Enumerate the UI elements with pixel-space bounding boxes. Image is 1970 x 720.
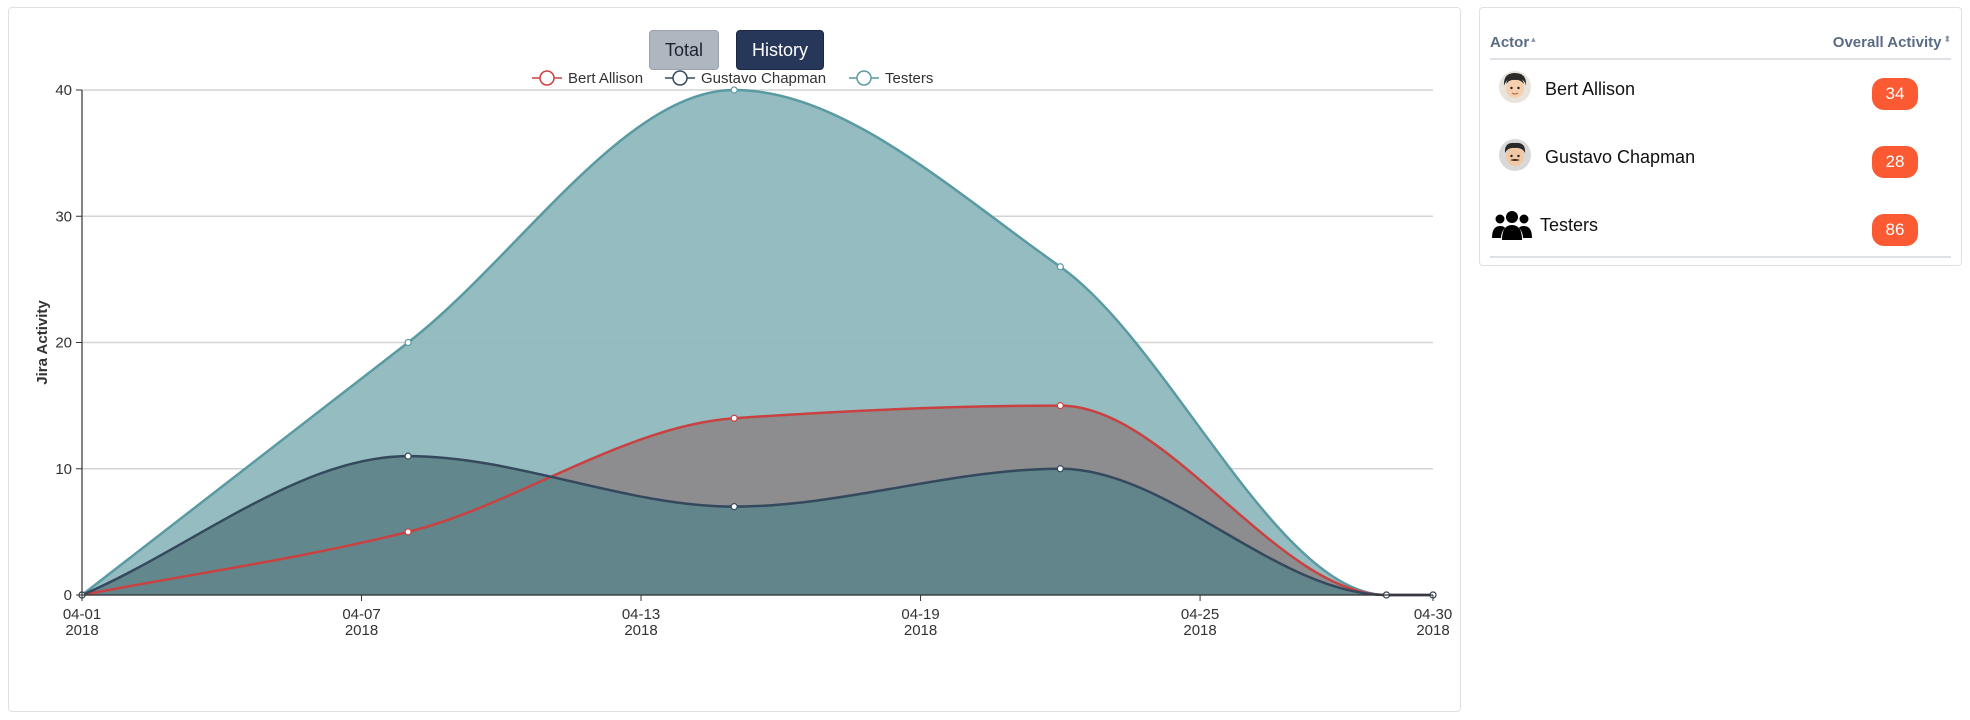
x-tick-label: 04-07 xyxy=(342,606,380,623)
table-header: Actor ▴ Overall Activity ⬍ xyxy=(1490,22,1951,60)
data-point xyxy=(730,503,738,511)
actor-column-header[interactable]: Actor ▴ xyxy=(1490,34,1536,51)
x-tick-label: 04-01 xyxy=(63,606,101,623)
table-footer-divider xyxy=(1490,256,1951,258)
activity-badge: 28 xyxy=(1872,146,1918,178)
x-tick-label: 2018 xyxy=(904,622,937,639)
series-line-bert-allison xyxy=(81,404,1433,597)
legend-item: Bert Allison xyxy=(532,70,643,87)
users-group-icon xyxy=(1492,211,1532,240)
legend-label: Bert Allison xyxy=(568,70,643,87)
actor-name: Testers xyxy=(1540,215,1599,235)
x-tick-label: 04-25 xyxy=(1181,606,1219,623)
series-line-gustavo-chapman xyxy=(81,454,1433,597)
y-tick-label: 10 xyxy=(55,461,72,478)
table-row[interactable]: Testers 86 xyxy=(1490,196,1951,264)
x-tick-label: 04-19 xyxy=(901,606,939,623)
chart-panel: 0 10 20 30 40 04-01 2018 04-07 2018 04-13 2018 04-1… xyxy=(8,7,1461,712)
activity-area-chart: 01020304004-01201804-07201804-13201804-1… xyxy=(34,70,1452,639)
data-point xyxy=(730,414,738,422)
data-point xyxy=(1056,402,1064,410)
sort-icon: ▴ xyxy=(1531,34,1536,44)
data-point xyxy=(730,86,738,94)
actor-name: Gustavo Chapman xyxy=(1545,147,1696,167)
x-tick-label: 04-13 xyxy=(622,606,660,623)
y-tick-label: 40 xyxy=(55,82,72,99)
avatar-icon xyxy=(1499,139,1531,171)
y-tick-label: 20 xyxy=(55,335,72,352)
x-tick-label: 2018 xyxy=(345,622,378,639)
history-button[interactable]: History xyxy=(736,30,824,70)
y-tick-label: 0 xyxy=(64,587,72,604)
legend-item: Gustavo Chapman xyxy=(665,70,826,87)
data-point xyxy=(404,452,412,460)
y-axis-label: Jira Activity xyxy=(34,300,51,385)
x-tick-label: 2018 xyxy=(1416,622,1449,639)
data-point xyxy=(404,528,412,536)
x-tick-label: 2018 xyxy=(624,622,657,639)
total-button[interactable]: Total xyxy=(649,30,719,70)
data-point xyxy=(1056,263,1064,271)
activity-table-panel: Actor ▴ Overall Activity ⬍ Bert Allison 34… xyxy=(1479,7,1962,266)
series-line-testers xyxy=(81,88,1433,597)
x-tick-label: 2018 xyxy=(1183,622,1216,639)
data-point xyxy=(404,338,412,347)
legend-item: Testers xyxy=(849,70,933,87)
data-point xyxy=(1056,465,1064,473)
y-tick-label: 30 xyxy=(55,208,72,225)
actor-name: Bert Allison xyxy=(1545,79,1636,99)
sort-icon: ⬍ xyxy=(1943,34,1951,44)
avatar-icon xyxy=(1499,71,1531,103)
activity-badge: 86 xyxy=(1872,214,1918,246)
legend-label: Testers xyxy=(885,70,933,87)
table-row[interactable]: Bert Allison 34 xyxy=(1490,60,1951,128)
x-tick-label: 04-30 xyxy=(1414,606,1452,623)
table-row[interactable]: Gustavo Chapman 28 xyxy=(1490,128,1951,196)
area-gustavo-chapman xyxy=(82,456,1433,595)
activity-column-header[interactable]: Overall Activity ⬍ xyxy=(1832,34,1951,51)
legend-label: Gustavo Chapman xyxy=(701,70,826,87)
activity-badge: 34 xyxy=(1872,78,1918,110)
x-tick-label: 2018 xyxy=(65,622,98,639)
